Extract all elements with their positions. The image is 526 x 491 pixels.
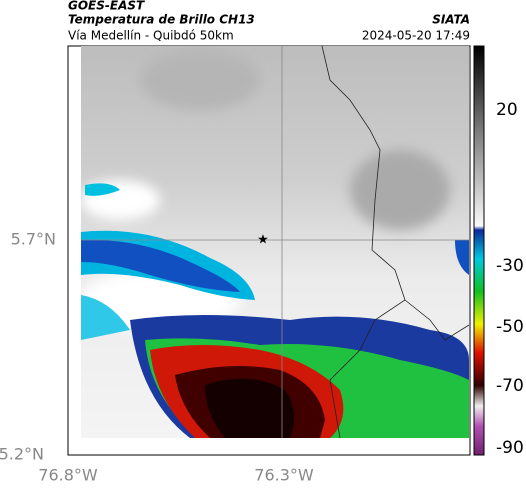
lat-label: 5.2°N — [0, 445, 44, 464]
product: Temperatura de Brillo CH13 — [68, 13, 255, 27]
colorbar-tick: 20 — [496, 100, 518, 120]
lat-label: 5.7°N — [11, 230, 56, 249]
datetime: 2024-05-20 17:49 — [362, 29, 470, 43]
satellite: GOES-EAST — [68, 0, 145, 13]
colorbar-tick: -90 — [496, 438, 524, 458]
lon-label: 76.3°W — [254, 466, 314, 485]
source: SIATA — [432, 13, 470, 27]
satellite-image: ★ — [81, 46, 469, 438]
route: Vía Medellín - Quibdó 50km — [68, 29, 234, 43]
lon-label: 76.8°W — [38, 466, 98, 485]
colorbar — [473, 45, 485, 456]
colorbar-tick: -30 — [496, 256, 524, 276]
svg-text:★: ★ — [257, 233, 269, 248]
colorbar-tick: -50 — [496, 317, 524, 337]
colorbar-tick: -70 — [496, 376, 524, 396]
